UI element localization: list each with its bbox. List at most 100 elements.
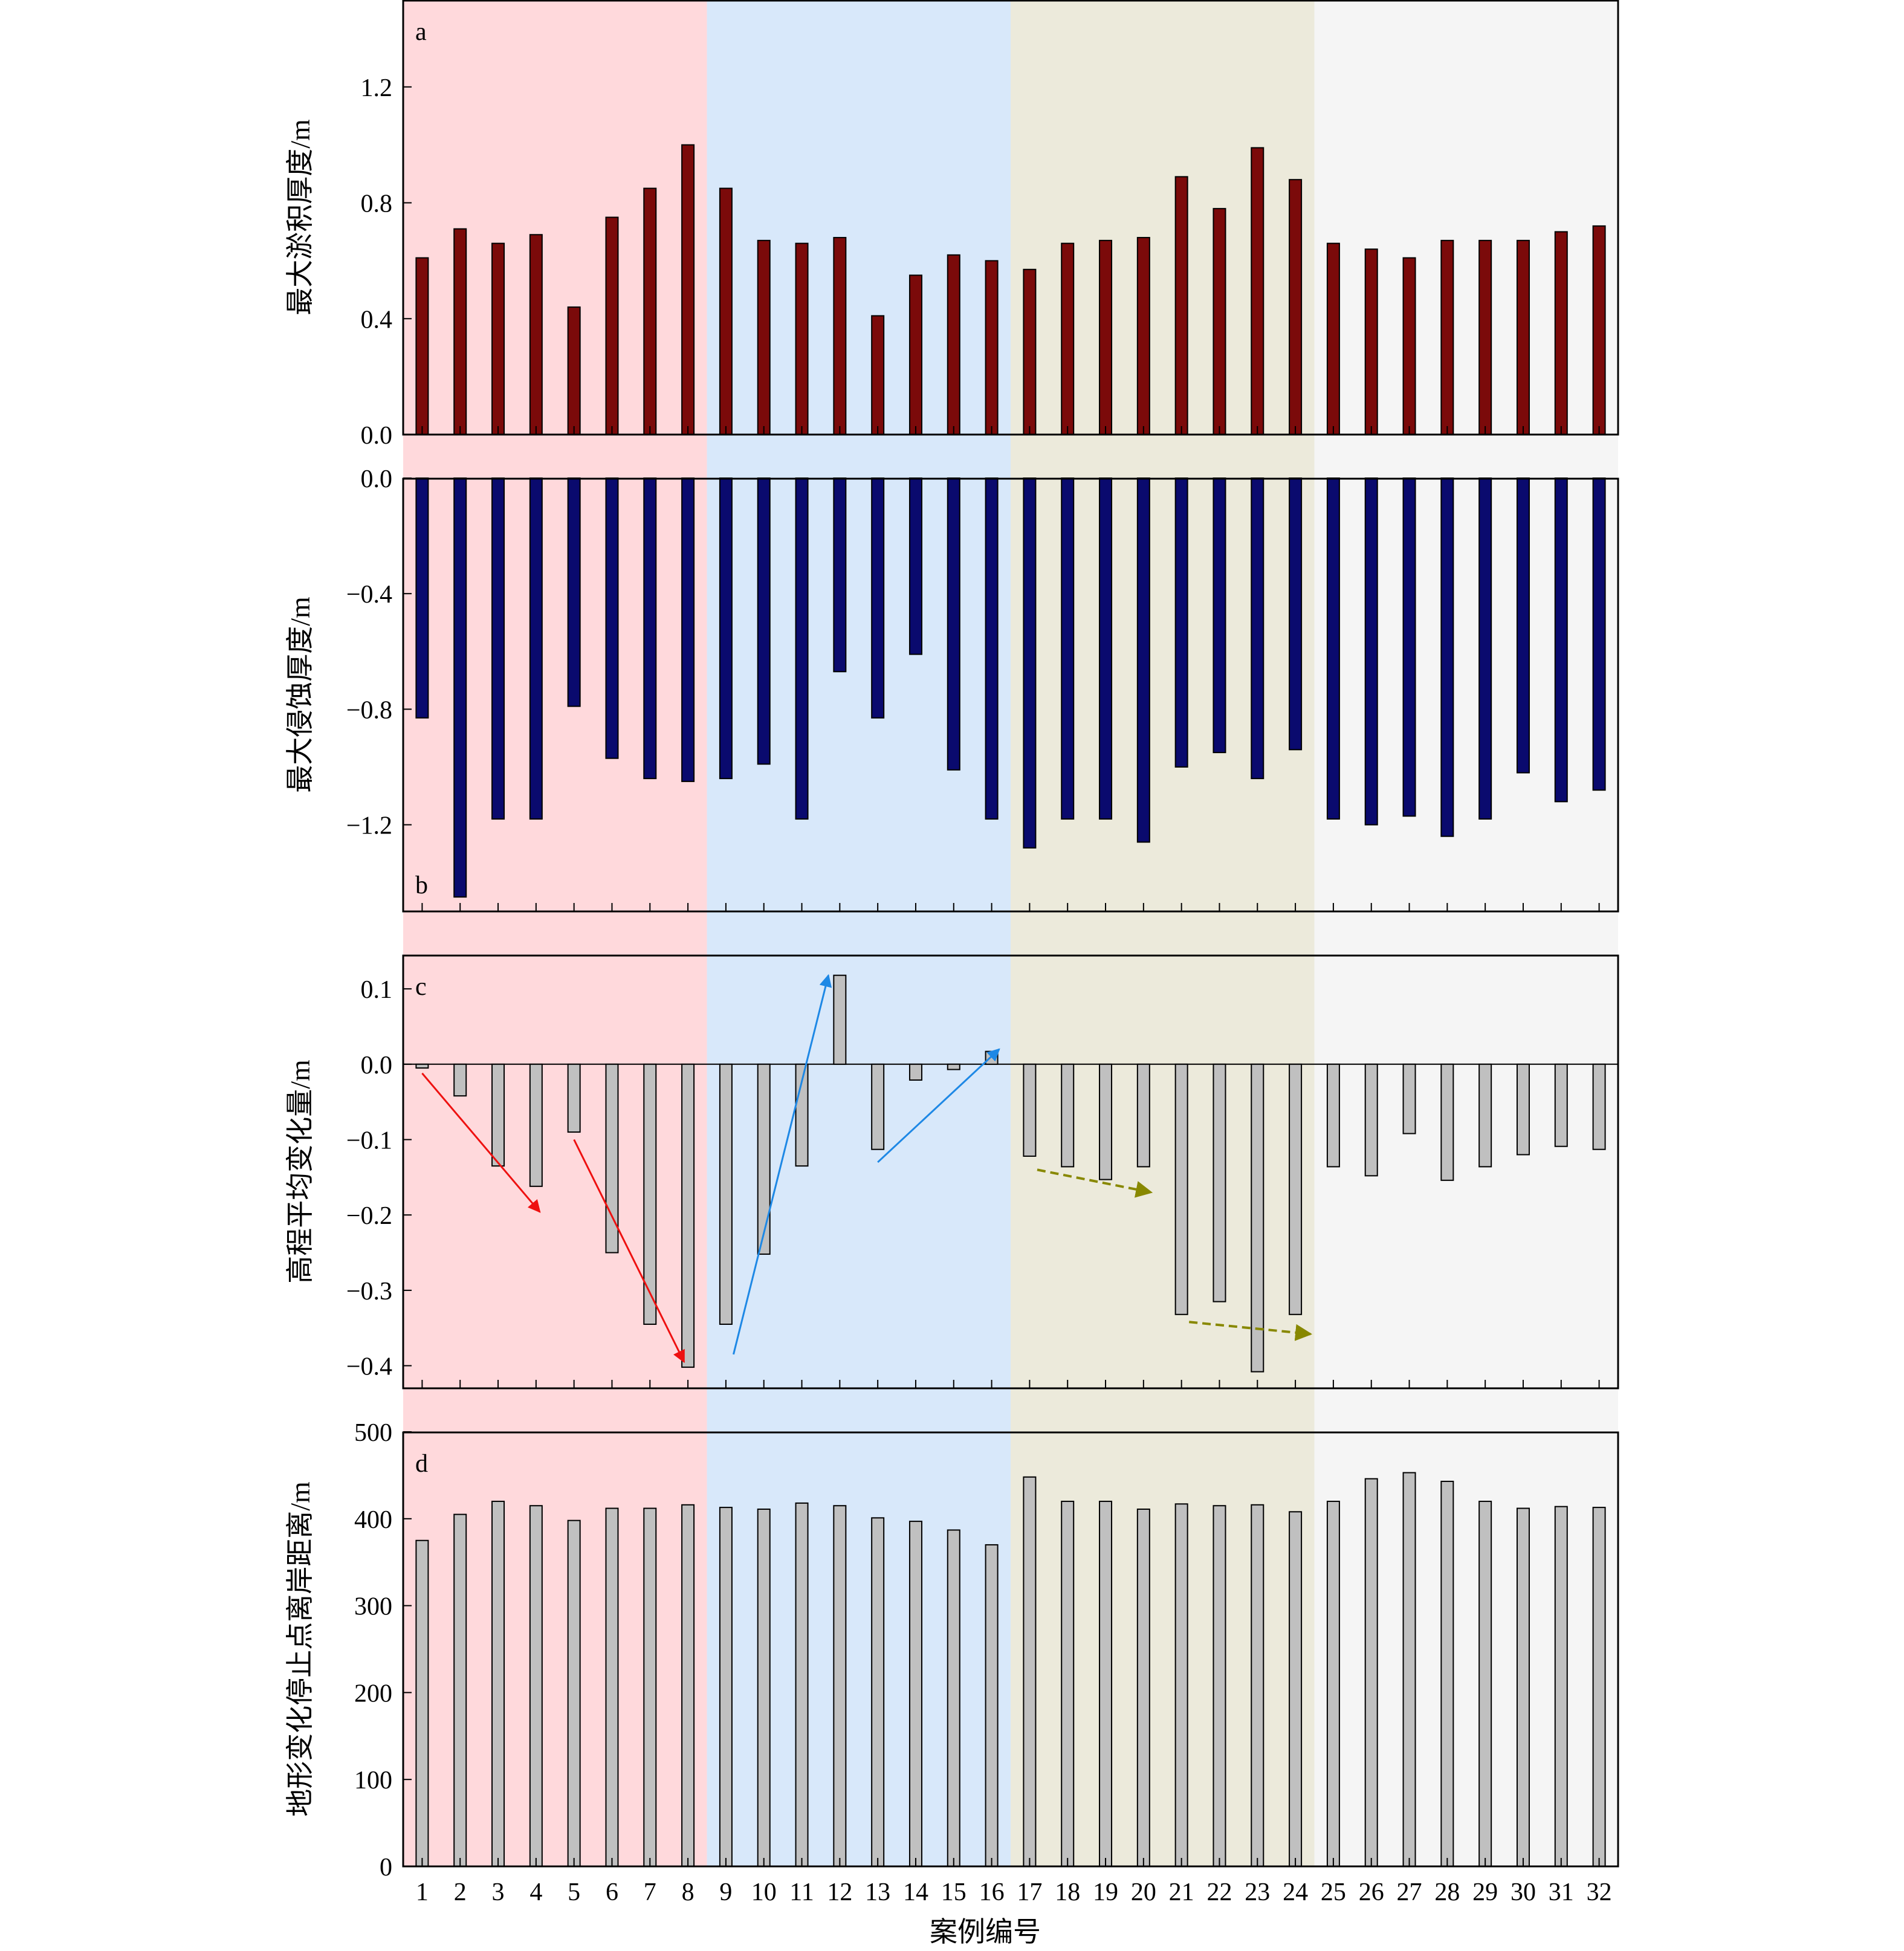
y-tick-label: 1.2 — [361, 74, 393, 102]
bar-c-1 — [415, 1063, 429, 1069]
x-tick-label: 28 — [1434, 1878, 1460, 1906]
bar-c-11 — [795, 1063, 809, 1167]
x-tick-label: 18 — [1055, 1878, 1080, 1906]
panel-frame — [402, 954, 1619, 1390]
bar-c-28 — [1440, 1063, 1454, 1181]
background-group-1 — [403, 0, 707, 1866]
bar-a-10 — [757, 239, 771, 435]
bar-c-17 — [1023, 1063, 1037, 1157]
panel-label: c — [415, 973, 427, 1001]
bar-c-26 — [1364, 1063, 1378, 1177]
bar-a-9 — [719, 187, 733, 435]
bar-b-26 — [1364, 477, 1378, 826]
x-tick-label: 3 — [492, 1878, 505, 1906]
panel-a: 0.0 0.4 0.8 1.2 a 最大淤积厚度/m — [285, 0, 1619, 450]
bar-d-31 — [1554, 1506, 1568, 1867]
x-axis: 案例编号 1 2 3 4 5 6 7 8 9 10 11 12 13 14 15 16 17 18 19 20 21 22… — [416, 1878, 1612, 1947]
x-tick-label: 6 — [606, 1878, 618, 1906]
trend-arrow-1 — [421, 1072, 541, 1213]
bar-b-31 — [1554, 477, 1568, 803]
bar-d-6 — [605, 1507, 619, 1867]
x-tick-label: 30 — [1511, 1878, 1536, 1906]
x-tick-label: 31 — [1549, 1878, 1574, 1906]
bar-d-21 — [1174, 1503, 1188, 1867]
bar-a-5 — [567, 306, 581, 435]
bar-a-2 — [453, 228, 467, 435]
y-tick-label: 0 — [380, 1854, 392, 1881]
bar-b-1 — [415, 477, 429, 719]
x-tick-label: 29 — [1472, 1878, 1498, 1906]
bar-d-1 — [415, 1539, 429, 1867]
background-group-4 — [1314, 0, 1618, 1866]
y-tick-label: 0.1 — [361, 976, 393, 1004]
bar-a-12 — [833, 237, 847, 435]
panel-b: 0.0 −0.4 −0.8 −1.2 b 最大侵蚀厚度/m — [285, 465, 1619, 913]
bar-b-8 — [681, 477, 695, 782]
bar-c-3 — [491, 1063, 505, 1167]
y-tick-label: 400 — [354, 1506, 392, 1534]
bar-b-7 — [643, 477, 657, 780]
bar-b-15 — [947, 477, 960, 771]
bar-d-8 — [681, 1504, 695, 1867]
bar-c-12 — [833, 974, 847, 1065]
y-tick-label: 200 — [354, 1680, 392, 1707]
bar-d-17 — [1023, 1476, 1037, 1867]
bar-c-25 — [1326, 1063, 1340, 1168]
bar-d-3 — [491, 1501, 505, 1868]
x-tick-label: 21 — [1169, 1878, 1194, 1906]
y-tick-label: 0.8 — [361, 190, 393, 218]
panel-label: d — [415, 1450, 428, 1478]
x-tick-label: 10 — [751, 1878, 777, 1906]
x-tick-label: 12 — [827, 1878, 852, 1906]
bar-b-24 — [1289, 477, 1303, 751]
bar-d-4 — [529, 1505, 543, 1867]
bar-b-11 — [795, 477, 809, 820]
y-tick-label: 0.0 — [361, 1052, 393, 1079]
x-tick-label: 24 — [1283, 1878, 1308, 1906]
bar-b-30 — [1516, 477, 1530, 774]
bar-c-24 — [1289, 1063, 1303, 1315]
bar-b-27 — [1402, 477, 1416, 817]
panel-frame — [402, 477, 1619, 913]
bar-b-32 — [1592, 477, 1606, 791]
bar-c-20 — [1136, 1063, 1150, 1168]
panel-d: 0 100 200 300 400 500 d 地形变化停止点离岸距离/m — [285, 1419, 1619, 1881]
y-tick-label: −0.1 — [346, 1127, 392, 1155]
bar-a-13 — [871, 315, 885, 435]
bar-a-17 — [1023, 268, 1037, 435]
bar-a-18 — [1061, 242, 1075, 435]
bar-c-21 — [1174, 1063, 1188, 1315]
y-axis-label: 最大淤积厚度/m — [285, 119, 316, 315]
y-tick-label: 300 — [354, 1593, 392, 1621]
bar-c-9 — [719, 1063, 733, 1325]
bar-c-15 — [947, 1063, 960, 1070]
bar-a-14 — [908, 274, 922, 435]
bar-a-16 — [985, 260, 999, 435]
trend-arrow-5 — [1037, 1168, 1153, 1198]
bar-a-8 — [681, 144, 695, 436]
y-tick-label: 0.0 — [361, 422, 393, 450]
bar-c-7 — [643, 1063, 657, 1325]
y-tick-label: −0.4 — [346, 1353, 392, 1381]
bar-d-7 — [643, 1507, 657, 1867]
x-tick-label: 17 — [1017, 1878, 1042, 1906]
bar-b-18 — [1061, 477, 1075, 820]
bar-a-6 — [605, 216, 619, 435]
bar-d-24 — [1289, 1511, 1303, 1867]
bar-a-24 — [1289, 179, 1303, 435]
trend-arrow-6 — [1189, 1321, 1313, 1341]
bar-d-19 — [1099, 1501, 1113, 1868]
bar-a-20 — [1136, 237, 1150, 435]
bar-c-8 — [681, 1063, 695, 1368]
bar-d-27 — [1402, 1472, 1416, 1867]
group-backgrounds — [403, 0, 1618, 1866]
bar-d-15 — [947, 1529, 960, 1867]
bar-c-10 — [757, 1063, 771, 1255]
bar-d-32 — [1592, 1507, 1606, 1867]
bar-b-21 — [1174, 477, 1188, 768]
bar-a-25 — [1326, 242, 1340, 435]
bar-d-11 — [795, 1502, 809, 1867]
panel-label: b — [415, 872, 428, 899]
bar-b-4 — [529, 477, 543, 820]
